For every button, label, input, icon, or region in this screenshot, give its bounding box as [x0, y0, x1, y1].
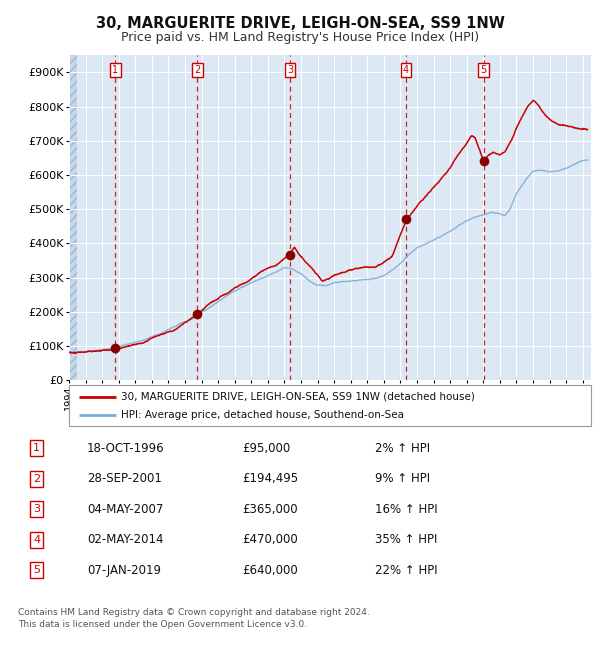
Text: 3: 3 [287, 65, 293, 75]
Text: 2: 2 [194, 65, 200, 75]
Text: 9% ↑ HPI: 9% ↑ HPI [375, 472, 430, 485]
Text: 4: 4 [403, 65, 409, 75]
Text: Price paid vs. HM Land Registry's House Price Index (HPI): Price paid vs. HM Land Registry's House … [121, 31, 479, 44]
Text: 02-MAY-2014: 02-MAY-2014 [87, 533, 163, 546]
Text: 30, MARGUERITE DRIVE, LEIGH-ON-SEA, SS9 1NW: 30, MARGUERITE DRIVE, LEIGH-ON-SEA, SS9 … [95, 16, 505, 31]
Text: 4: 4 [33, 535, 40, 545]
Text: 3: 3 [33, 504, 40, 514]
Text: 35% ↑ HPI: 35% ↑ HPI [375, 533, 437, 546]
Text: 16% ↑ HPI: 16% ↑ HPI [375, 502, 437, 515]
Text: £194,495: £194,495 [242, 472, 299, 485]
Text: 5: 5 [481, 65, 487, 75]
Bar [69, 55, 77, 380]
Text: 30, MARGUERITE DRIVE, LEIGH-ON-SEA, SS9 1NW (detached house): 30, MARGUERITE DRIVE, LEIGH-ON-SEA, SS9 … [121, 392, 475, 402]
Text: 2: 2 [33, 474, 40, 484]
Text: Contains HM Land Registry data © Crown copyright and database right 2024.
This d: Contains HM Land Registry data © Crown c… [18, 608, 370, 629]
Text: £95,000: £95,000 [242, 441, 290, 454]
Text: 04-MAY-2007: 04-MAY-2007 [87, 502, 163, 515]
FancyBboxPatch shape [69, 385, 591, 426]
Text: 28-SEP-2001: 28-SEP-2001 [87, 472, 162, 485]
Text: 07-JAN-2019: 07-JAN-2019 [87, 564, 161, 577]
Text: 18-OCT-1996: 18-OCT-1996 [87, 441, 164, 454]
Text: £640,000: £640,000 [242, 564, 298, 577]
Text: HPI: Average price, detached house, Southend-on-Sea: HPI: Average price, detached house, Sout… [121, 410, 404, 421]
Text: £470,000: £470,000 [242, 533, 298, 546]
Text: 22% ↑ HPI: 22% ↑ HPI [375, 564, 437, 577]
Text: 1: 1 [33, 443, 40, 453]
Text: £365,000: £365,000 [242, 502, 298, 515]
Text: 2% ↑ HPI: 2% ↑ HPI [375, 441, 430, 454]
Text: 5: 5 [33, 566, 40, 575]
Text: 1: 1 [112, 65, 118, 75]
